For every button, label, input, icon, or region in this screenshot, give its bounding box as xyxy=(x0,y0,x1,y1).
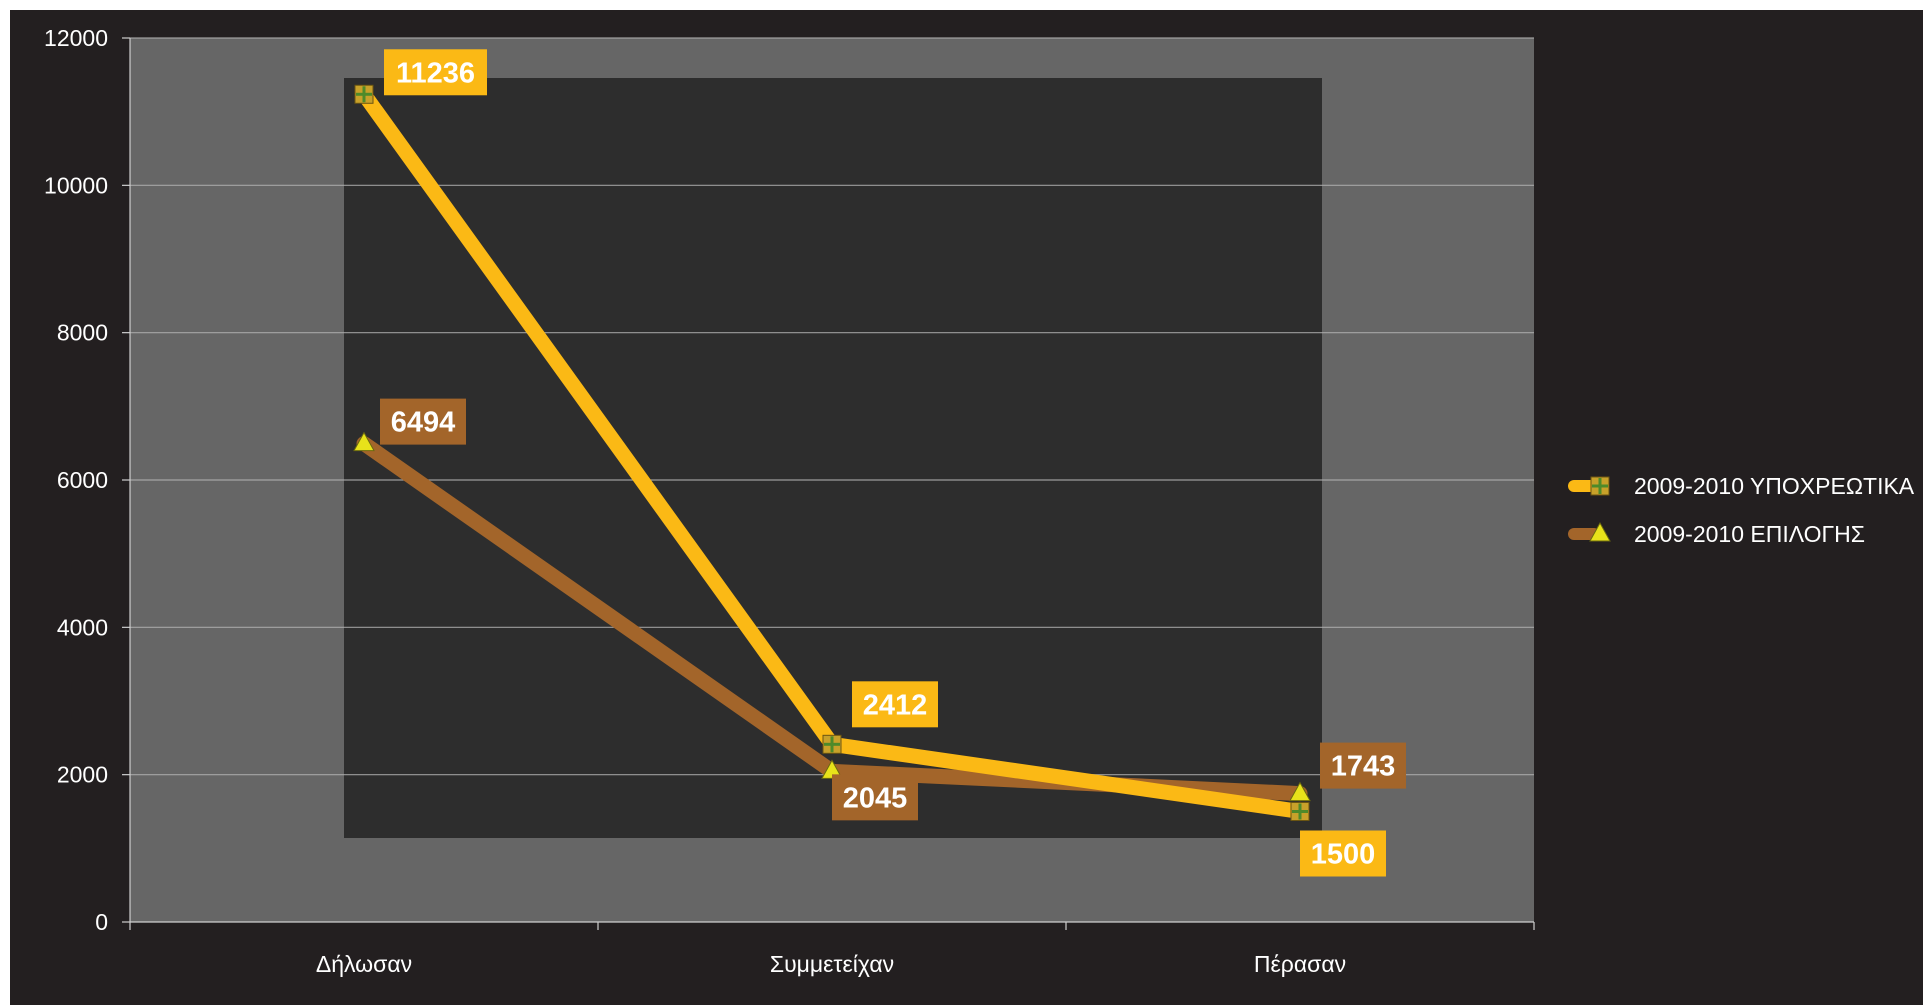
data-label-box xyxy=(1300,830,1386,877)
series-markers xyxy=(353,84,1311,821)
data-label-box xyxy=(1320,742,1406,789)
x-tick-label: Δήλωσαν xyxy=(316,951,412,977)
y-tick-label: 2000 xyxy=(57,762,108,788)
data-label-box xyxy=(832,774,918,821)
data-label: 1743 xyxy=(1320,742,1406,789)
marker-triangle xyxy=(1589,521,1611,542)
data-label-text: 11236 xyxy=(396,57,475,89)
legend: 2009-2010 ΥΠΟΧΡΕΩΤΙΚΑ 2009-2010 ΕΠΙΛΟΓΗΣ xyxy=(1568,473,1915,547)
data-label-text: 6494 xyxy=(391,407,456,439)
data-label-text: 1500 xyxy=(1311,839,1376,871)
data-label: 11236 xyxy=(384,49,487,96)
data-label-text: 2045 xyxy=(843,782,908,814)
x-tick-label: Πέρασαν xyxy=(1254,951,1346,977)
data-label-text: 2412 xyxy=(863,689,928,721)
data-label: 2045 xyxy=(832,774,918,821)
y-tick-label: 8000 xyxy=(57,320,108,346)
y-tick-label: 0 xyxy=(95,909,108,935)
y-tick-label: 6000 xyxy=(57,467,108,493)
x-tick-label: Συμμετείχαν xyxy=(770,951,894,977)
data-label-box xyxy=(852,681,938,728)
data-label: 6494 xyxy=(380,398,466,445)
data-label: 2412 xyxy=(852,681,938,728)
marker-triangle xyxy=(1289,781,1311,802)
marker-triangle xyxy=(353,431,375,452)
legend-label: 2009-2010 ΕΠΙΛΟΓΗΣ xyxy=(1634,521,1865,547)
y-tick-label: 4000 xyxy=(57,614,108,640)
y-tick-label: 10000 xyxy=(44,172,108,198)
data-labels: 11236 2412 1500 6494 2045 1743 xyxy=(380,49,1406,877)
data-label-box xyxy=(384,49,487,96)
legend-item: 2009-2010 ΥΠΟΧΡΕΩΤΙΚΑ xyxy=(1568,473,1915,499)
y-tick-label: 12000 xyxy=(44,25,108,51)
data-label-text: 1743 xyxy=(1331,751,1396,783)
y-axis: 0 2000 4000 6000 8000 10000 12000 xyxy=(44,25,131,935)
plot-inner-panel xyxy=(344,78,1322,838)
x-axis: Δήλωσαν Συμμετείχαν Πέρασαν xyxy=(129,921,1535,977)
data-label: 1500 xyxy=(1300,830,1386,877)
legend-label: 2009-2010 ΥΠΟΧΡΕΩΤΙΚΑ xyxy=(1634,473,1915,499)
legend-item: 2009-2010 ΕΠΙΛΟΓΗΣ xyxy=(1568,521,1865,547)
data-label-box xyxy=(380,398,466,445)
